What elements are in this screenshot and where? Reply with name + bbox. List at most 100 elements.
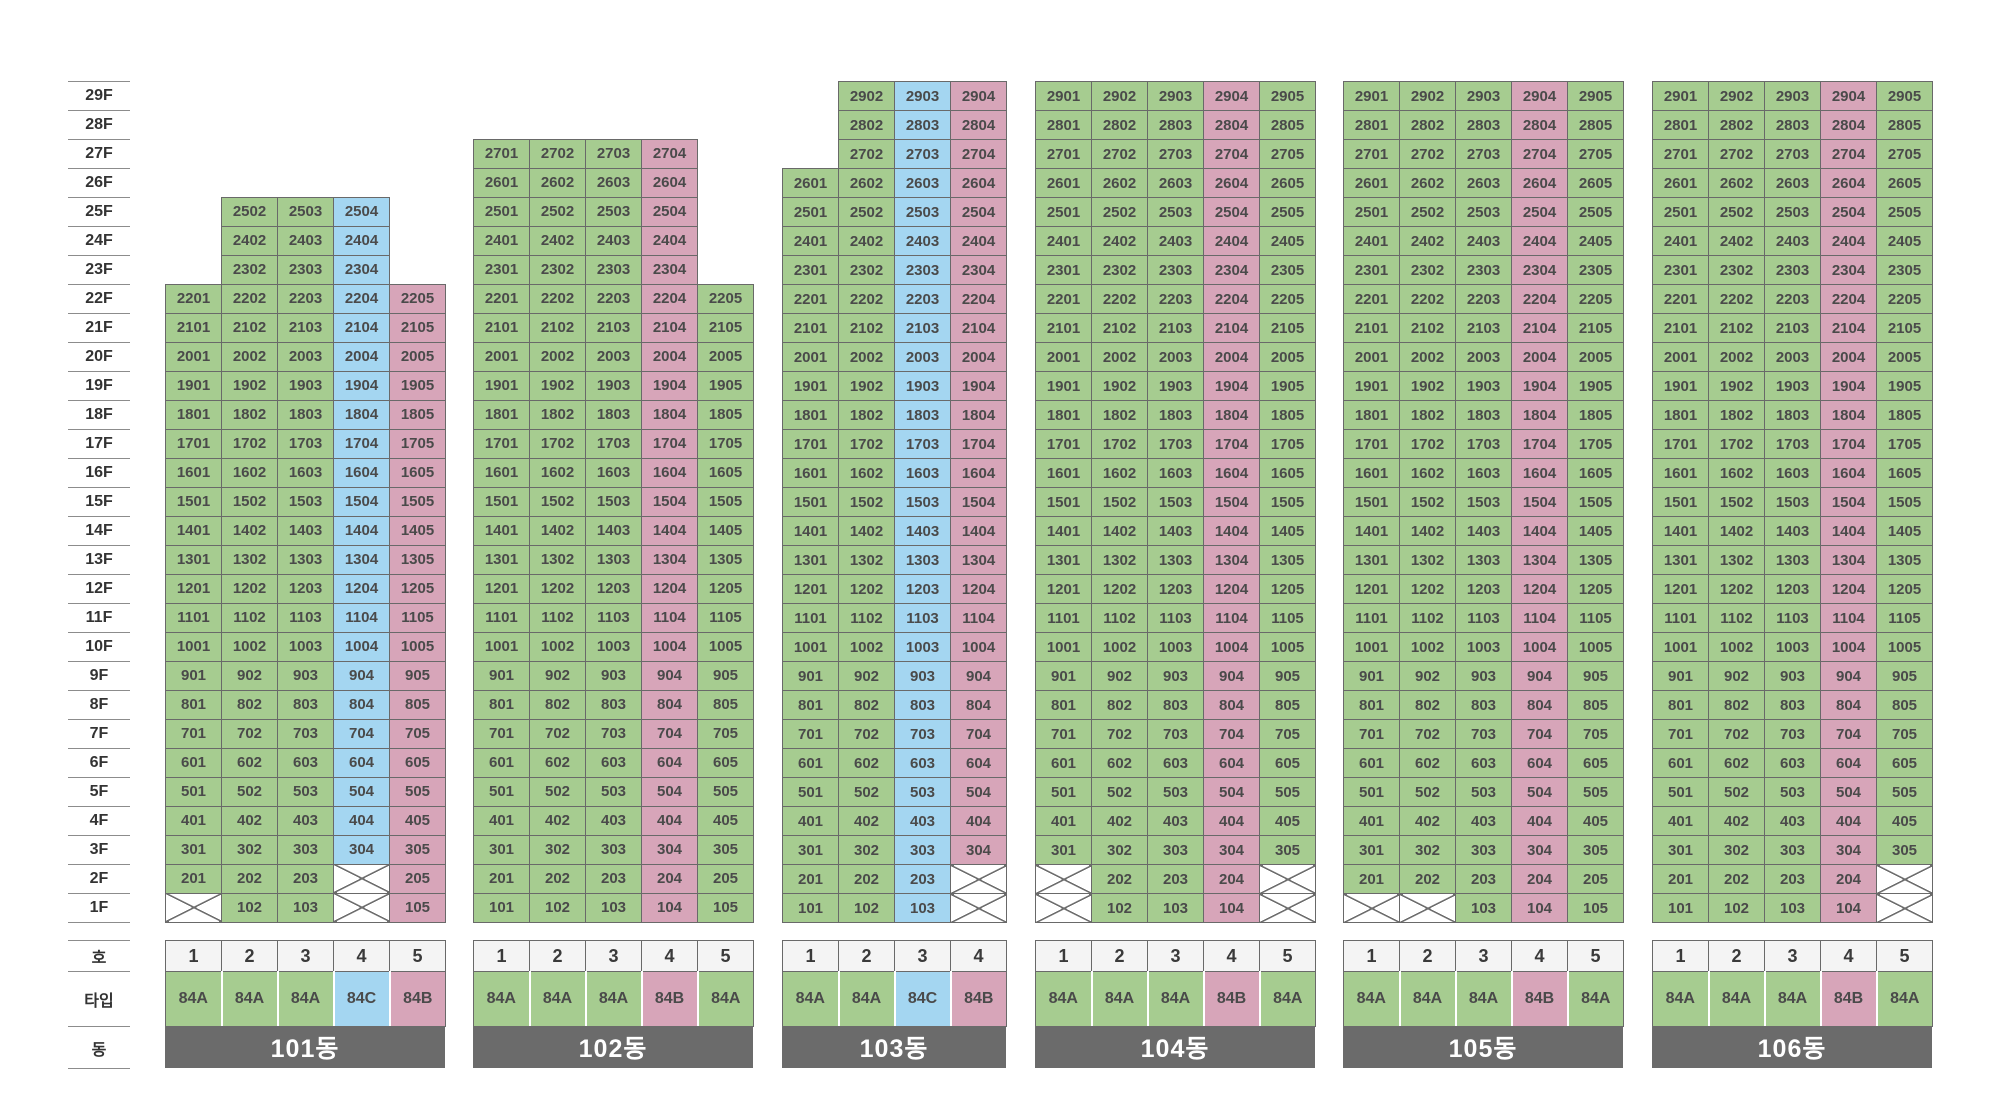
unit-cell[interactable]: 502 xyxy=(529,776,586,807)
unit-cell[interactable]: 1505 xyxy=(389,486,446,517)
unit-cell[interactable]: 2205 xyxy=(389,283,446,314)
unit-cell[interactable]: 701 xyxy=(165,718,222,749)
unit-cell[interactable]: 1001 xyxy=(473,631,530,662)
unit-cell[interactable]: 1104 xyxy=(1820,603,1877,633)
unit-cell[interactable]: 2205 xyxy=(697,283,754,314)
unit-cell[interactable]: 1004 xyxy=(1820,632,1877,662)
unit-cell[interactable]: 1904 xyxy=(641,370,698,401)
unit-cell[interactable]: 301 xyxy=(782,835,839,865)
unit-cell[interactable]: 1102 xyxy=(1091,603,1148,633)
unit-cell[interactable]: 2205 xyxy=(1567,284,1624,314)
unit-cell[interactable]: 1701 xyxy=(782,429,839,459)
unit-cell[interactable]: 1905 xyxy=(1567,371,1624,401)
unit-cell[interactable]: 902 xyxy=(529,660,586,691)
unit-cell[interactable]: 2303 xyxy=(1764,255,1821,285)
unit-cell[interactable]: 801 xyxy=(1035,690,1092,720)
unit-cell[interactable]: 1902 xyxy=(1399,371,1456,401)
unit-cell[interactable]: 1303 xyxy=(585,544,642,575)
unit-cell[interactable]: 2202 xyxy=(1708,284,1765,314)
unit-cell[interactable]: 2302 xyxy=(1399,255,1456,285)
unit-cell[interactable]: 2404 xyxy=(1203,226,1260,256)
unit-cell[interactable]: 403 xyxy=(1147,806,1204,836)
unit-cell[interactable]: 1805 xyxy=(1876,400,1933,430)
unit-cell[interactable]: 704 xyxy=(950,719,1007,749)
unit-cell[interactable]: 603 xyxy=(894,748,951,778)
unit-cell[interactable]: 201 xyxy=(473,863,530,894)
unit-cell[interactable]: 1402 xyxy=(1399,516,1456,546)
unit-cell[interactable]: 2401 xyxy=(782,226,839,256)
unit-cell[interactable]: 2104 xyxy=(641,312,698,343)
unit-cell[interactable]: 603 xyxy=(1764,748,1821,778)
unit-cell[interactable]: 1004 xyxy=(1511,632,1568,662)
unit-cell[interactable]: 2404 xyxy=(333,225,390,256)
unit-cell[interactable]: 2003 xyxy=(585,341,642,372)
unit-cell[interactable]: 101 xyxy=(1652,893,1709,923)
unit-cell[interactable]: 602 xyxy=(1399,748,1456,778)
unit-cell[interactable]: 105 xyxy=(1567,893,1624,923)
unit-cell[interactable]: 1004 xyxy=(950,632,1007,662)
unit-cell[interactable]: 1902 xyxy=(1708,371,1765,401)
unit-cell[interactable]: 1201 xyxy=(1035,574,1092,604)
unit-cell[interactable]: 1302 xyxy=(529,544,586,575)
unit-cell[interactable]: 1604 xyxy=(950,458,1007,488)
unit-cell[interactable]: 1201 xyxy=(473,573,530,604)
unit-cell[interactable]: 605 xyxy=(389,747,446,778)
unit-cell[interactable]: 605 xyxy=(1876,748,1933,778)
unit-cell[interactable]: 1101 xyxy=(1343,603,1400,633)
unit-cell[interactable]: 801 xyxy=(473,689,530,720)
unit-cell[interactable]: 1704 xyxy=(1203,429,1260,459)
unit-cell[interactable]: 202 xyxy=(221,863,278,894)
unit-cell[interactable]: 305 xyxy=(389,834,446,865)
unit-cell[interactable]: 903 xyxy=(1455,661,1512,691)
unit-cell[interactable]: 2805 xyxy=(1876,110,1933,140)
unit-cell[interactable]: 1403 xyxy=(1764,516,1821,546)
unit-cell[interactable]: 1804 xyxy=(1820,400,1877,430)
unit-cell[interactable]: 2304 xyxy=(1203,255,1260,285)
unit-cell[interactable]: 2403 xyxy=(277,225,334,256)
unit-cell[interactable]: 1604 xyxy=(1820,458,1877,488)
unit-cell[interactable]: 2703 xyxy=(585,138,642,169)
unit-cell[interactable]: 1505 xyxy=(697,486,754,517)
unit-cell[interactable]: 602 xyxy=(1091,748,1148,778)
unit-cell[interactable]: 2204 xyxy=(641,283,698,314)
unit-cell[interactable]: 2502 xyxy=(838,197,895,227)
unit-cell[interactable]: 2501 xyxy=(1652,197,1709,227)
unit-cell[interactable]: 1501 xyxy=(1652,487,1709,517)
unit-cell[interactable]: 1004 xyxy=(333,631,390,662)
unit-cell[interactable]: 1805 xyxy=(389,399,446,430)
unit-cell[interactable]: 1203 xyxy=(1455,574,1512,604)
unit-cell[interactable]: 904 xyxy=(1203,661,1260,691)
unit-cell[interactable]: 901 xyxy=(782,661,839,691)
unit-cell[interactable]: 1001 xyxy=(1035,632,1092,662)
unit-cell[interactable]: 2103 xyxy=(585,312,642,343)
unit-cell[interactable]: 1601 xyxy=(473,457,530,488)
unit-cell[interactable]: 1402 xyxy=(1708,516,1765,546)
unit-cell[interactable]: 2204 xyxy=(950,284,1007,314)
unit-cell[interactable]: 2804 xyxy=(1820,110,1877,140)
unit-cell[interactable]: 1704 xyxy=(950,429,1007,459)
unit-cell[interactable]: 301 xyxy=(1035,835,1092,865)
unit-cell[interactable]: 1504 xyxy=(333,486,390,517)
unit-cell[interactable]: 203 xyxy=(1147,864,1204,894)
unit-cell[interactable]: 2505 xyxy=(1876,197,1933,227)
unit-cell[interactable]: 104 xyxy=(1511,893,1568,923)
unit-cell[interactable]: 1401 xyxy=(1343,516,1400,546)
unit-cell[interactable]: 2204 xyxy=(1511,284,1568,314)
unit-cell[interactable]: 1005 xyxy=(697,631,754,662)
unit-cell[interactable]: 603 xyxy=(277,747,334,778)
unit-cell[interactable]: 2102 xyxy=(1091,313,1148,343)
unit-cell[interactable]: 1701 xyxy=(1035,429,1092,459)
unit-cell[interactable]: 1304 xyxy=(1203,545,1260,575)
unit-cell[interactable]: 2403 xyxy=(894,226,951,256)
unit-cell[interactable]: 2503 xyxy=(894,197,951,227)
unit-cell[interactable]: 903 xyxy=(894,661,951,691)
unit-cell[interactable]: 1602 xyxy=(838,458,895,488)
unit-cell[interactable]: 1305 xyxy=(1876,545,1933,575)
unit-cell[interactable]: 1402 xyxy=(221,515,278,546)
unit-cell[interactable]: 901 xyxy=(1652,661,1709,691)
unit-cell[interactable]: 1803 xyxy=(585,399,642,430)
unit-cell[interactable]: 201 xyxy=(1652,864,1709,894)
unit-cell[interactable]: 203 xyxy=(1764,864,1821,894)
unit-cell[interactable]: 2001 xyxy=(1035,342,1092,372)
unit-cell[interactable]: 1403 xyxy=(277,515,334,546)
